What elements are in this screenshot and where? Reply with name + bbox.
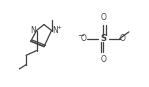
- Text: N: N: [52, 26, 58, 35]
- Text: +: +: [56, 25, 62, 30]
- Text: O: O: [101, 13, 106, 23]
- Text: O: O: [101, 55, 106, 64]
- Text: N: N: [30, 26, 36, 35]
- Text: O: O: [81, 34, 87, 43]
- Text: S: S: [100, 34, 107, 43]
- Text: −: −: [77, 31, 84, 40]
- Text: O: O: [120, 34, 126, 43]
